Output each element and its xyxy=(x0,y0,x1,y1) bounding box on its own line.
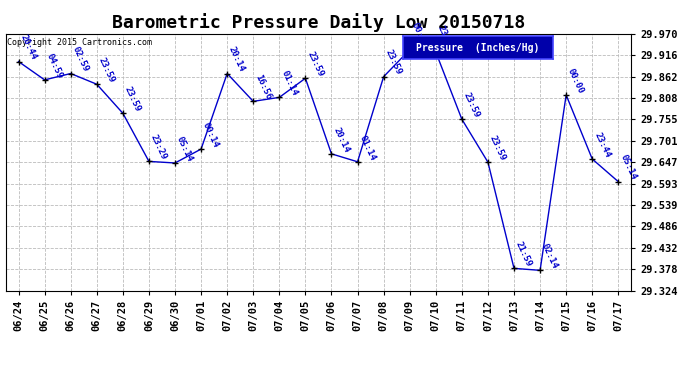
Text: 01:14: 01:14 xyxy=(279,69,299,98)
Text: 05:14: 05:14 xyxy=(175,135,195,163)
Text: 23:59: 23:59 xyxy=(436,24,455,52)
Text: 02:59: 02:59 xyxy=(70,45,90,74)
Text: 23:59: 23:59 xyxy=(462,91,482,119)
Text: 01:14: 01:14 xyxy=(357,134,377,162)
Text: 23:29: 23:29 xyxy=(149,133,168,161)
Text: 16:56: 16:56 xyxy=(253,73,273,101)
Text: 00:00: 00:00 xyxy=(566,67,586,95)
Text: 02:14: 02:14 xyxy=(540,242,560,270)
Text: 23:59: 23:59 xyxy=(384,48,403,77)
Text: 20:14: 20:14 xyxy=(331,126,351,154)
Text: 21:59: 21:59 xyxy=(514,240,533,268)
Text: Copyright 2015 Cartronics.com: Copyright 2015 Cartronics.com xyxy=(7,38,152,46)
Text: 23:59: 23:59 xyxy=(306,50,325,78)
Text: 23:59: 23:59 xyxy=(97,56,117,84)
Text: 00:14: 00:14 xyxy=(201,121,221,149)
Text: 20:44: 20:44 xyxy=(19,33,38,62)
Text: 23:59: 23:59 xyxy=(123,85,142,113)
Title: Barometric Pressure Daily Low 20150718: Barometric Pressure Daily Low 20150718 xyxy=(112,13,525,32)
Text: 04:59: 04:59 xyxy=(45,52,64,80)
Text: 23:44: 23:44 xyxy=(592,131,612,159)
Text: 20:14: 20:14 xyxy=(227,45,247,74)
Text: 00:00: 00:00 xyxy=(410,21,429,50)
Text: 23:59: 23:59 xyxy=(488,134,507,162)
Text: 05:14: 05:14 xyxy=(618,153,638,182)
